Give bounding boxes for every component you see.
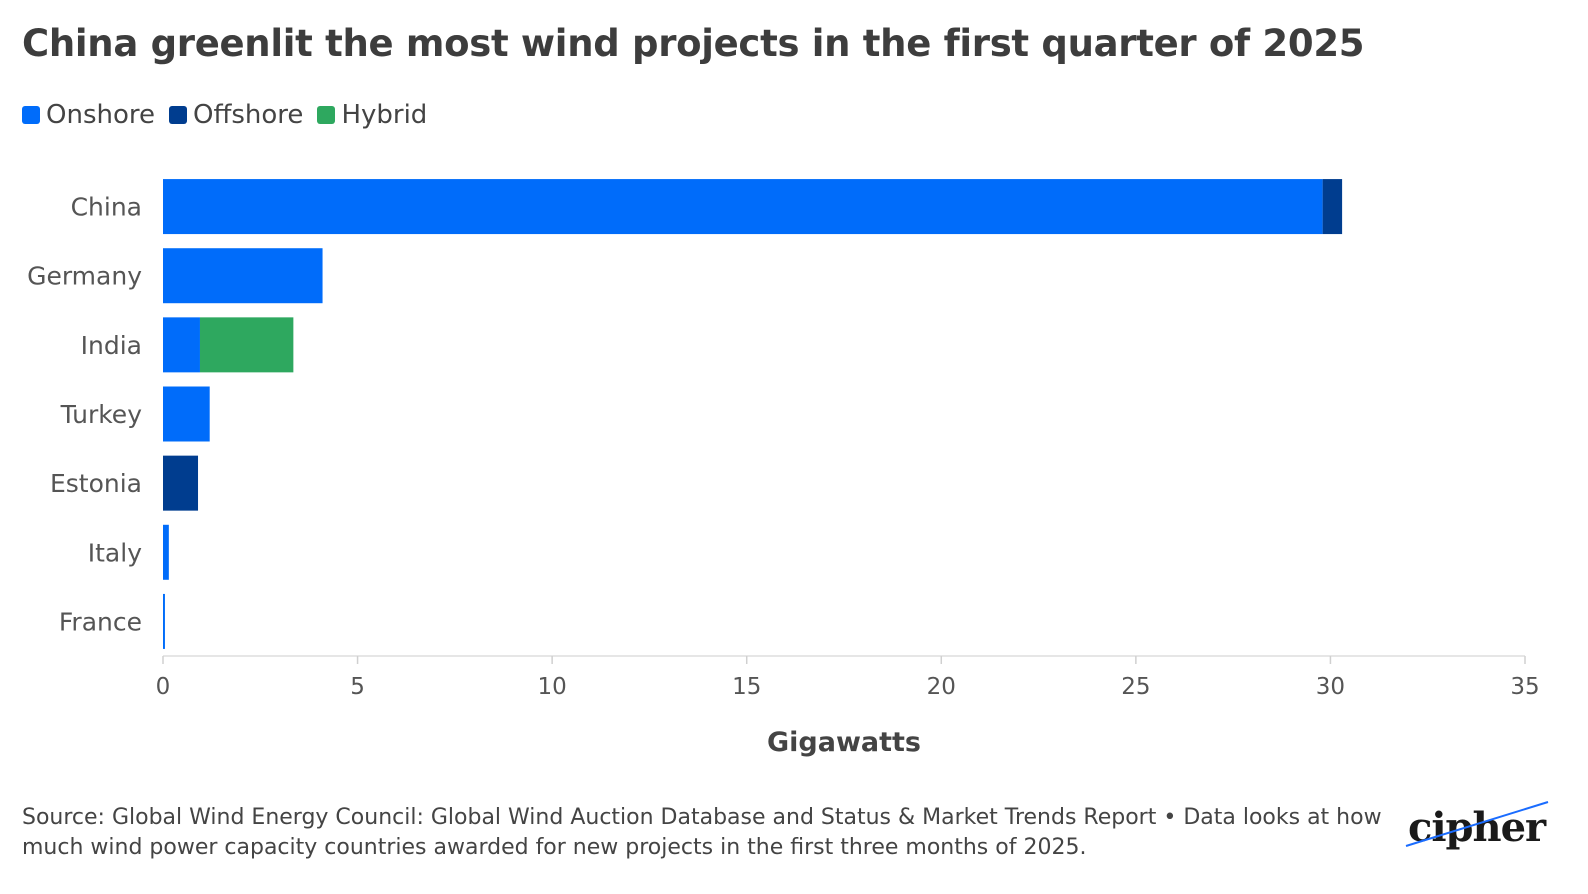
category-label: India	[81, 331, 142, 360]
category-label: Turkey	[60, 400, 143, 429]
x-tick-label: 25	[1121, 674, 1150, 700]
legend-label-hybrid: Hybrid	[341, 100, 428, 130]
source-note: Source: Global Wind Energy Council: Glob…	[22, 805, 1382, 860]
legend-item-offshore[interactable]: Offshore	[169, 100, 303, 130]
category-label: Germany	[27, 262, 142, 291]
bar-onshore	[163, 317, 200, 373]
x-tick-label: 35	[1510, 674, 1539, 700]
x-tick-label: 30	[1316, 674, 1345, 700]
bar-offshore	[163, 455, 199, 511]
chart-legend: Onshore Offshore Hybrid	[22, 100, 427, 130]
legend-label-offshore: Offshore	[193, 100, 304, 130]
category-label: Italy	[88, 538, 142, 567]
logo-text: cipher	[1408, 804, 1546, 851]
bar-onshore	[163, 524, 169, 580]
x-tick-label: 15	[732, 674, 761, 700]
x-axis-title: Gigawatts	[766, 727, 921, 758]
legend-label-onshore: Onshore	[46, 100, 155, 130]
x-tick-label: 5	[350, 674, 365, 700]
logo-slash-icon	[1405, 801, 1549, 847]
bar-onshore	[163, 593, 165, 649]
legend-swatch-offshore	[169, 106, 187, 124]
bar-chart: 0 5 10 15 20 25 30 35 China Germany India Turkey Est…	[27, 179, 1540, 700]
x-tick-label: 0	[156, 674, 171, 700]
chart-title: China greenlit the most wind projects in…	[22, 22, 1365, 65]
legend-swatch-onshore	[22, 106, 40, 124]
x-tick-label: 10	[538, 674, 567, 700]
legend-swatch-hybrid	[317, 106, 336, 124]
bar-onshore	[163, 248, 323, 304]
bar-hybrid	[199, 317, 294, 373]
legend-item-onshore[interactable]: Onshore	[22, 100, 155, 130]
bar-onshore	[163, 179, 1323, 235]
category-label: France	[59, 607, 142, 636]
category-label: China	[71, 193, 142, 222]
category-label: Estonia	[50, 469, 142, 498]
bar-offshore	[1322, 179, 1343, 235]
x-tick-label: 20	[927, 674, 956, 700]
bar-onshore	[163, 386, 210, 442]
cipher-logo: cipher	[1404, 800, 1554, 860]
legend-item-hybrid[interactable]: Hybrid	[317, 100, 427, 130]
